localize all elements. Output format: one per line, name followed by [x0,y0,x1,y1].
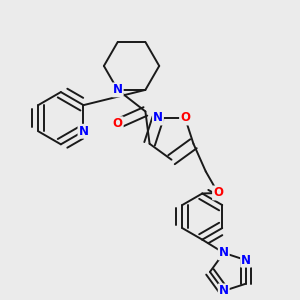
Text: N: N [219,246,229,260]
Text: N: N [153,112,163,124]
Text: N: N [219,284,229,297]
Text: N: N [241,254,251,267]
Text: O: O [113,117,123,130]
Text: O: O [213,186,223,200]
Text: O: O [180,112,190,124]
Text: N: N [79,125,88,138]
Text: N: N [113,83,123,96]
